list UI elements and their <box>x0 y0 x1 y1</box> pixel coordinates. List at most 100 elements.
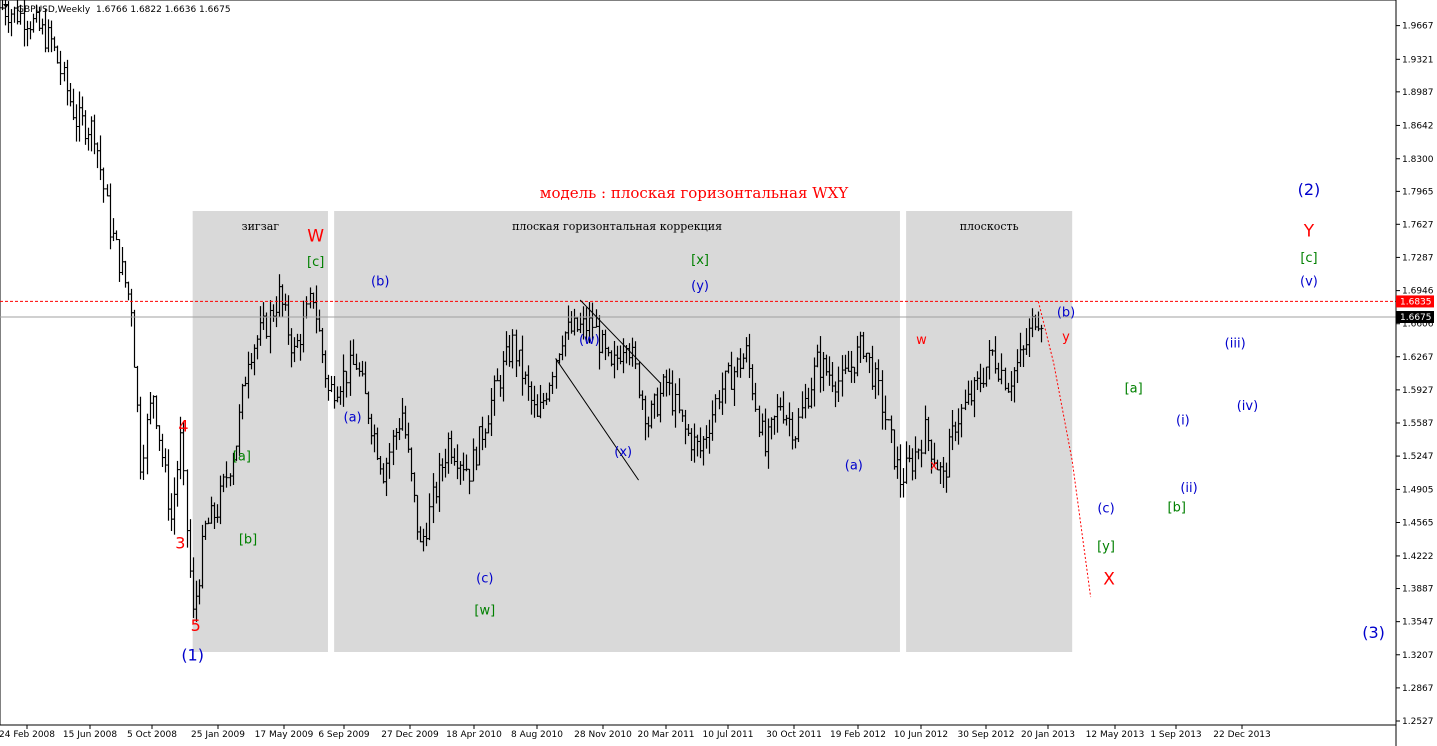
ohlc-bar <box>92 114 97 155</box>
ohlc-bar <box>836 366 841 402</box>
wave-label: X <box>1103 569 1115 589</box>
ohlc-bar <box>185 469 190 548</box>
wave-label: (w) <box>579 333 600 348</box>
ohlc-bar <box>175 460 180 507</box>
wave-label: (ii) <box>1180 481 1197 496</box>
wave-label: 3 <box>175 533 185 552</box>
ohlc-bar <box>387 443 392 479</box>
ohlc-bar <box>590 302 595 341</box>
wave-label: y <box>1062 330 1070 345</box>
y-tick-label: 1.5587 <box>1402 419 1434 429</box>
x-tick-label: 28 Nov 2010 <box>574 730 632 740</box>
y-tick-label: 1.7965 <box>1402 187 1434 197</box>
ohlc-bar <box>427 493 432 541</box>
ohlc-header: 1.6766 1.6822 1.6636 1.6675 <box>96 5 231 15</box>
ohlc-bar <box>138 396 143 480</box>
chevron-down-icon <box>3 4 9 8</box>
wave-label: (1) <box>181 645 204 664</box>
ohlc-bar <box>83 110 88 145</box>
wave-label: [w] <box>474 604 495 619</box>
wave-label: (b) <box>1057 306 1075 321</box>
wave-label: (x) <box>614 445 632 460</box>
x-tick-label: 20 Mar 2011 <box>637 730 694 740</box>
price-tag-1: 1.6675 <box>1396 311 1434 324</box>
x-tick-label: 25 Jan 2009 <box>191 730 245 740</box>
price-tag-0: 1.6835 <box>1396 295 1434 308</box>
wave-label: (iv) <box>1237 399 1258 414</box>
y-tick-label: 1.4565 <box>1402 519 1434 529</box>
ohlc-bar <box>344 370 349 398</box>
ohlc-bar <box>40 18 45 35</box>
ohlc-bar <box>31 13 36 33</box>
x-tick-label: 30 Sep 2012 <box>957 730 1014 740</box>
price-tag-bg <box>1396 311 1434 324</box>
overlay-lines <box>0 299 1396 598</box>
ohlc-bar <box>98 135 103 181</box>
wave-label: [b] <box>1168 500 1186 515</box>
ohlc-bar <box>62 61 67 82</box>
y-tick-label: 1.4905 <box>1402 485 1434 495</box>
ohlc-bar <box>49 20 54 53</box>
x-tick-label: 18 Apr 2010 <box>446 730 502 740</box>
ohlc-bar <box>111 218 116 242</box>
ohlc-bar <box>999 353 1004 385</box>
ohlc-bar <box>120 247 125 276</box>
zone-2 <box>906 211 1073 652</box>
ohlc-bar <box>52 36 57 52</box>
wave-label: (2) <box>1298 180 1321 199</box>
ohlc-bar <box>68 82 73 107</box>
ohlc-bar <box>550 371 555 394</box>
wave-label: 4 <box>178 416 188 435</box>
ohlc-bar <box>673 383 678 428</box>
wave-label: [a] <box>1125 381 1143 396</box>
ohlc-bar <box>117 239 122 282</box>
y-tick-label: 1.8642 <box>1402 121 1434 131</box>
ohlc-bar <box>108 183 113 250</box>
zone-1 <box>334 211 900 652</box>
ohlc-bar <box>43 8 48 53</box>
x-tick-label: 27 Dec 2009 <box>381 730 439 740</box>
zone-label-2: плоскость <box>960 220 1019 233</box>
x-tick-label: 10 Jun 2012 <box>894 730 948 740</box>
ohlc-bar <box>77 91 82 142</box>
ohlc-bar <box>157 425 162 451</box>
x-tick-label: 6 Sep 2009 <box>318 730 370 740</box>
x-tick-label: 15 Jun 2008 <box>63 730 117 740</box>
ohlc-bar <box>71 88 76 121</box>
ohlc-bar <box>25 20 30 47</box>
ohlc-bar <box>114 230 119 241</box>
wave-label: [x] <box>691 253 709 268</box>
ohlc-bars <box>0 0 1044 622</box>
ohlc-bar <box>467 468 472 495</box>
wave-label: x <box>930 458 938 473</box>
ohlc-bar <box>160 433 165 468</box>
y-tick-label: 1.5247 <box>1402 452 1434 462</box>
y-tick-label: 1.4222 <box>1402 552 1434 562</box>
ohlc-bar <box>65 59 70 106</box>
y-tick-label: 1.9667 <box>1402 22 1434 32</box>
price-tag-text: 1.6675 <box>1400 313 1432 323</box>
ohlc-bar <box>129 288 134 327</box>
y-tick-label: 1.3887 <box>1402 585 1434 595</box>
wave-label: (c) <box>1097 501 1114 516</box>
ohlc-bar <box>753 382 758 412</box>
ohlc-bar <box>919 439 924 468</box>
wave-label: (v) <box>1300 274 1318 289</box>
wave-label: (b) <box>371 274 389 289</box>
ohlc-bar <box>163 448 168 473</box>
ohlc-bar <box>9 9 14 37</box>
ohlc-bar <box>12 6 17 23</box>
wave-label: (a) <box>845 458 863 473</box>
x-tick-label: 12 May 2013 <box>1086 730 1145 740</box>
ohlc-bar <box>55 45 60 64</box>
y-tick-label: 1.3547 <box>1402 618 1434 628</box>
y-tick-label: 1.6946 <box>1402 287 1434 297</box>
wave-label: [c] <box>1300 251 1317 266</box>
ohlc-bar <box>123 260 128 288</box>
wave-labels: (1) 5 3 4 [a] [b] W [c] (a) (b) (c) [w] (w) (x) [x] (y)… <box>175 180 1385 665</box>
ohlc-bar <box>172 477 177 535</box>
wave-label: (a) <box>344 411 362 426</box>
ohlc-bar <box>126 281 131 301</box>
